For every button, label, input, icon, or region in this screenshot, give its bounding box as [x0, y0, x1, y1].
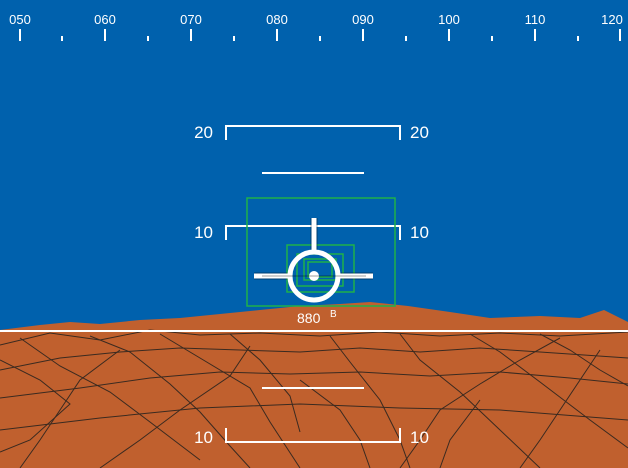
pitch-label-up-10-left: 10: [194, 223, 213, 242]
pitch-label-down-10-right: 10: [410, 428, 429, 447]
heading-label-080: 080: [266, 12, 288, 27]
heading-label-110: 110: [525, 12, 546, 27]
pathway-boxes: [246, 197, 396, 307]
pitch-line-down-10: 10 10: [194, 428, 429, 447]
aircraft-symbol-icon: [254, 218, 373, 303]
pitch-label-up-20-right: 20: [410, 123, 429, 142]
pitch-bracket-up-20: [225, 125, 401, 140]
pathway-box-mid: [286, 244, 355, 293]
target-altitude-readout: 880 B: [297, 309, 337, 326]
heading-tape: 050 060 070 080 090 100 110 120: [9, 12, 623, 41]
pitch-line-up-20: 20 20: [194, 123, 429, 142]
pitch-label-down-10-left: 10: [194, 428, 213, 447]
heading-label-100: 100: [438, 12, 460, 27]
pathway-box-near: [246, 197, 396, 307]
target-altitude-suffix: B: [330, 309, 337, 320]
terrain: [0, 302, 628, 468]
pathway-box-farthest: [307, 261, 333, 278]
pitch-label-up-20-left: 20: [194, 123, 213, 142]
heading-label-050: 050: [9, 12, 31, 27]
target-altitude-value: 880: [297, 310, 321, 326]
heading-label-120: 120: [601, 12, 623, 27]
heading-label-060: 060: [94, 12, 116, 27]
pitch-ladder: 20 20 10 10 10 10: [194, 123, 429, 447]
heading-tape-ticks: [19, 29, 621, 41]
pitch-label-up-10-right: 10: [410, 223, 429, 242]
pitch-bracket-down-10: [225, 428, 401, 443]
terrain-mesh: [0, 329, 628, 468]
heading-label-070: 070: [180, 12, 202, 27]
heading-label-090: 090: [352, 12, 374, 27]
terrain-surface: [0, 302, 628, 468]
